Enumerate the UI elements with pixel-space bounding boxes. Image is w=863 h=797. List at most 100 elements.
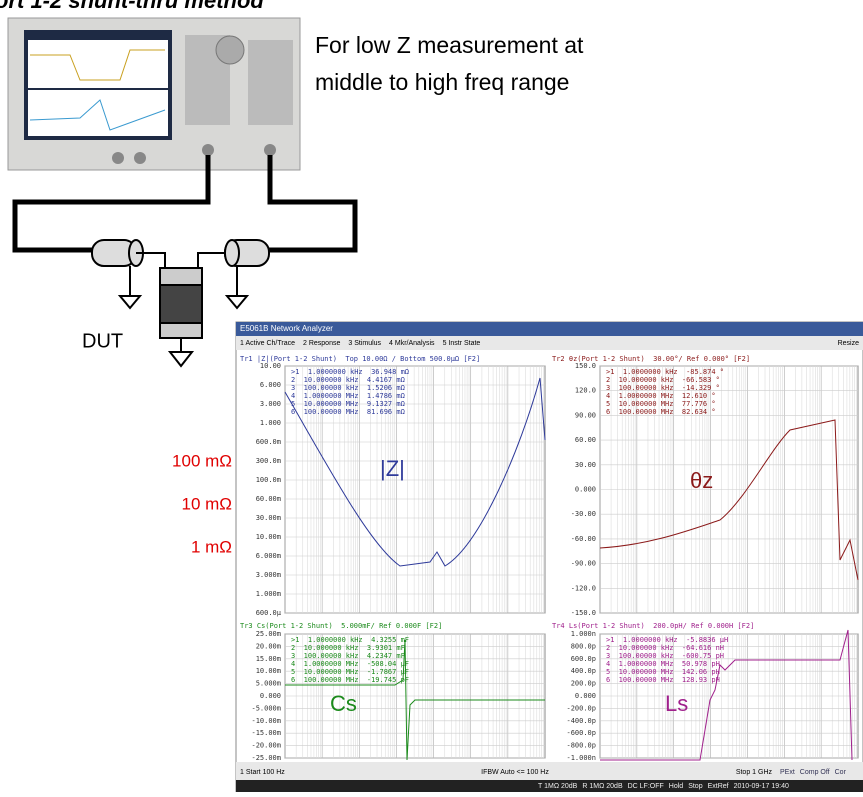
y-tick-label: 60.00m xyxy=(256,495,281,503)
status-item: 2010-09-17 19:40 xyxy=(734,783,789,790)
y-tick-label: 10.00 xyxy=(260,362,281,370)
level-label: 1 mΩ xyxy=(191,537,232,556)
marker-row: 6 100.00000 MHz 81.696 mΩ xyxy=(291,408,405,416)
marker-row: >1 1.0000000 kHz 36.948 mΩ xyxy=(291,368,409,376)
slide-title: ort 1-2 shunt-thru method xyxy=(0,0,264,13)
y-tick-label: 5.000m xyxy=(256,680,281,688)
y-tick-label: 800.0p xyxy=(571,642,596,650)
y-tick-label: 15.00m xyxy=(256,655,281,663)
y-tick-label: 120.0 xyxy=(575,387,596,395)
menu-item[interactable]: 1 Active Ch/Trace xyxy=(240,340,295,347)
y-tick-label: -200.0p xyxy=(566,704,596,712)
flag: PExt xyxy=(780,769,795,776)
marker-row: 4 1.0000000 MHz 1.4786 mΩ xyxy=(291,392,405,400)
y-tick-label: 400.0p xyxy=(571,667,596,675)
y-tick-label: 300.0m xyxy=(256,457,281,465)
status-item: ExtRef xyxy=(708,783,729,790)
marker-row: 4 1.0000000 MHz 12.610 ° xyxy=(606,392,716,400)
y-tick-label: 600.0μ xyxy=(256,609,282,617)
y-tick-label: -150.0 xyxy=(571,609,596,617)
page: ort 1-2 shunt-thru method For low Z meas… xyxy=(0,0,863,792)
y-tick-label: -400.0p xyxy=(566,717,596,725)
status-item: R 1MΩ 20dB xyxy=(582,783,623,790)
status-item: T 1MΩ 20dB xyxy=(538,783,578,790)
trace-label: Ls xyxy=(665,691,688,716)
marker-row: 3 100.00000 kHz -14.329 ° xyxy=(606,384,720,392)
marker-row: 6 100.00000 MHz 128.93 pH xyxy=(606,676,720,684)
marker-row: 5 10.000000 MHz 9.1327 mΩ xyxy=(291,400,405,408)
flag: Comp Off xyxy=(800,769,830,776)
y-tick-label: -800.0p xyxy=(566,742,596,750)
marker-row: 4 1.0000000 MHz 50.978 pH xyxy=(606,660,720,668)
y-tick-label: 30.00 xyxy=(575,461,596,469)
description: For low Z measurement at xyxy=(315,32,584,58)
start-label: 1 Start 100 Hz xyxy=(240,769,285,776)
window-title: E5061B Network Analyzer xyxy=(240,324,333,333)
marker-row: >1 1.0000000 kHz 4.3255 mF xyxy=(291,636,409,644)
status-item: Hold xyxy=(669,783,684,790)
marker-row: 2 10.000000 kHz 3.9301 mF xyxy=(291,644,405,652)
menu-item[interactable]: 2 Response xyxy=(303,340,340,347)
y-tick-label: 0.000 xyxy=(575,692,596,700)
trace-header: Tr2 θz(Port 1-2 Shunt) 30.00°/ Ref 0.000… xyxy=(552,355,750,363)
marker-row: 4 1.0000000 MHz -508.04 μF xyxy=(291,660,409,668)
y-tick-label: 1.000m xyxy=(256,590,281,598)
trace-header: Tr1 |Z|(Port 1-2 Shunt) Top 10.00Ω / Bot… xyxy=(240,355,480,363)
marker-row: 6 100.00000 MHz 82.634 ° xyxy=(606,408,716,416)
y-tick-label: 0.000 xyxy=(575,486,596,494)
y-tick-label: 1.000n xyxy=(571,630,596,638)
flag: Cor xyxy=(835,769,847,776)
y-tick-label: 3.000 xyxy=(260,400,281,408)
y-tick-label: 600.0p xyxy=(571,655,596,663)
menu-item[interactable]: 4 Mkr/Analysis xyxy=(389,340,435,347)
status-item: DC LF:OFF xyxy=(628,783,664,790)
description: middle to high freq range xyxy=(315,69,569,95)
y-tick-label: -120.0 xyxy=(571,584,596,592)
y-tick-label: 0.000 xyxy=(260,692,281,700)
y-tick-label: 6.000 xyxy=(260,381,281,389)
menu-item[interactable]: 3 Stimulus xyxy=(348,340,381,347)
y-tick-label: 3.000m xyxy=(256,571,281,579)
level-label: 10 mΩ xyxy=(181,494,232,513)
marker-row: 5 10.000000 MHz 77.776 ° xyxy=(606,400,716,408)
trace-label: θz xyxy=(690,468,713,493)
marker-row: 2 10.000000 kHz 4.4167 mΩ xyxy=(291,376,405,384)
y-tick-label: -1.000n xyxy=(566,754,596,762)
marker-row: >1 1.0000000 kHz -5.8836 μH xyxy=(606,636,728,644)
level-labels: 100 mΩ 10 mΩ 1 mΩ xyxy=(172,451,232,556)
marker-row: 2 10.000000 kHz -66.583 ° xyxy=(606,376,720,384)
y-tick-label: -5.000m xyxy=(251,704,281,712)
marker-row: 3 100.00000 kHz 4.2347 mF xyxy=(291,652,405,660)
y-tick-label: 20.00m xyxy=(256,642,281,650)
trace-label: |Z| xyxy=(380,456,405,481)
ifbw-label: IFBW Auto <= 100 Hz xyxy=(481,769,549,776)
y-tick-label: -600.0p xyxy=(566,729,596,737)
marker-row: 5 10.000000 MHz -1.7867 μF xyxy=(291,668,409,676)
y-tick-label: 600.0m xyxy=(256,438,281,446)
resize[interactable]: Resize xyxy=(838,340,860,347)
trace-label: Cs xyxy=(330,691,357,716)
stop-label: Stop 1 GHz xyxy=(736,769,773,776)
trace-header: Tr3 Cs(Port 1-2 Shunt) 5.000mF/ Ref 0.00… xyxy=(240,622,442,630)
y-tick-label: 60.00 xyxy=(575,436,596,444)
y-tick-label: -30.00 xyxy=(571,510,596,518)
trace-header: Tr4 Ls(Port 1-2 Shunt) 200.0pH/ Ref 0.00… xyxy=(552,622,754,630)
marker-row: >1 1.0000000 kHz -85.874 ° xyxy=(606,368,724,376)
y-tick-label: 200.0p xyxy=(571,680,596,688)
y-tick-label: 90.00 xyxy=(575,411,596,419)
y-tick-label: 150.0 xyxy=(575,362,596,370)
y-tick-label: 6.000m xyxy=(256,552,281,560)
dut-label: DUT xyxy=(82,330,123,352)
marker-row: 3 100.00000 kHz -600.75 pH xyxy=(606,652,724,660)
menu-item[interactable]: 5 Instr State xyxy=(443,340,481,347)
y-tick-label: -15.00m xyxy=(251,729,281,737)
y-tick-label: -25.00m xyxy=(251,754,281,762)
y-tick-label: -60.00 xyxy=(571,535,596,543)
status-item: Stop xyxy=(688,783,703,790)
y-tick-label: -10.00m xyxy=(251,717,281,725)
marker-row: 3 100.00000 kHz 1.5206 mΩ xyxy=(291,384,405,392)
y-tick-label: -20.00m xyxy=(251,742,281,750)
level-label: 100 mΩ xyxy=(172,451,232,470)
y-tick-label: 10.00m xyxy=(256,533,281,541)
y-tick-label: 1.000 xyxy=(260,419,281,427)
